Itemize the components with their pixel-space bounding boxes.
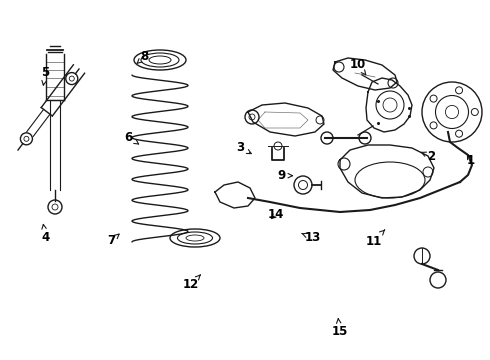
- Text: 1: 1: [466, 154, 474, 167]
- Text: 10: 10: [349, 58, 366, 75]
- Text: 13: 13: [302, 231, 321, 244]
- Text: 14: 14: [268, 208, 284, 221]
- Text: 11: 11: [365, 230, 385, 248]
- Text: 3: 3: [236, 141, 251, 154]
- Text: 5: 5: [42, 66, 49, 85]
- Text: 6: 6: [125, 131, 139, 144]
- Text: 15: 15: [331, 319, 348, 338]
- Text: 2: 2: [421, 150, 435, 163]
- Text: 12: 12: [183, 275, 200, 291]
- Text: 9: 9: [278, 169, 293, 182]
- Text: 7: 7: [108, 234, 119, 247]
- Text: 8: 8: [137, 50, 148, 63]
- Text: 4: 4: [42, 224, 49, 244]
